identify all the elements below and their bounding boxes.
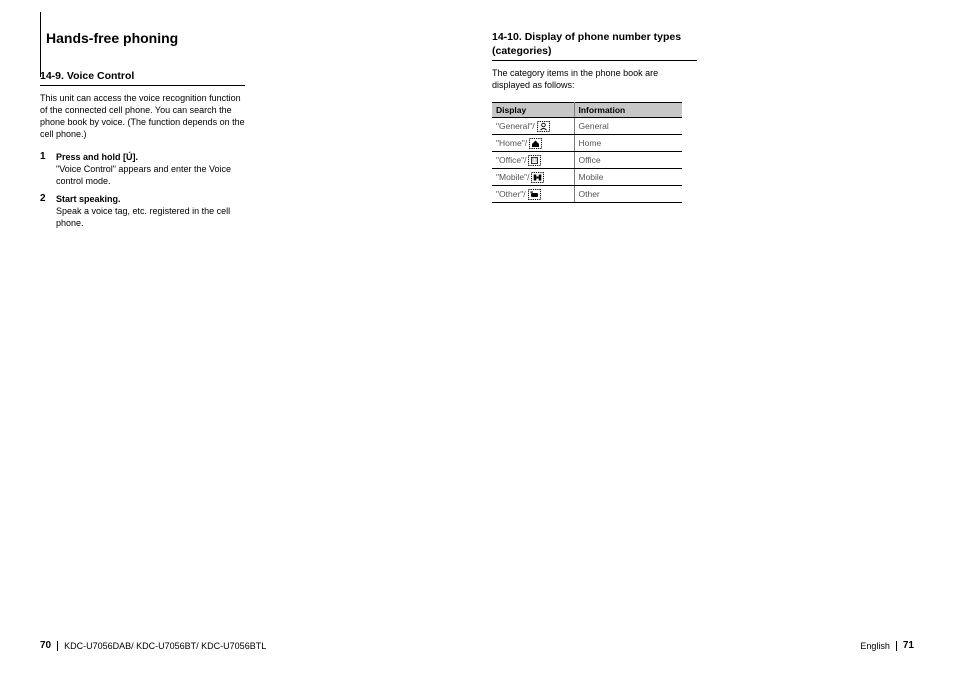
display-label: "Other"/: [496, 190, 526, 199]
col-header-display: Display: [492, 102, 574, 117]
table-row: "Mobile"/ Mobile: [492, 168, 682, 185]
section-intro: The category items in the phone book are…: [492, 67, 697, 91]
display-label: "Home"/: [496, 139, 527, 148]
cell-info: Other: [574, 185, 682, 202]
section-14-9: 14-9. Voice Control This unit can access…: [40, 69, 245, 230]
cell-info: Office: [574, 151, 682, 168]
footer-left: 70 KDC-U7056DAB/ KDC-U7056BT/ KDC-U7056B…: [40, 640, 266, 651]
step-number: 2: [40, 193, 50, 229]
footer-models: KDC-U7056DAB/ KDC-U7056BT/ KDC-U7056BTL: [64, 641, 266, 651]
display-label: "Office"/: [496, 156, 526, 165]
step-heading: Press and hold [Ú].: [56, 151, 245, 163]
page-number-right: 71: [903, 640, 914, 651]
page-spread: Hands-free phoning 14-9. Voice Control T…: [40, 30, 914, 600]
table-row: "General"/ General: [492, 117, 682, 134]
table-row: "Home"/ Home: [492, 134, 682, 151]
category-table: Display Information "General"/ General"H…: [492, 102, 682, 203]
footer-right: English 71: [860, 640, 914, 651]
page-footers: 70 KDC-U7056DAB/ KDC-U7056BT/ KDC-U7056B…: [40, 640, 914, 651]
section-title: 14-10. Display of phone number types (ca…: [492, 30, 697, 58]
left-column: Hands-free phoning 14-9. Voice Control T…: [40, 30, 462, 600]
page-title: Hands-free phoning: [46, 30, 462, 47]
step-item: 2 Start speaking. Speak a voice tag, etc…: [40, 193, 245, 229]
home-icon: [529, 138, 542, 149]
cell-info: Home: [574, 134, 682, 151]
step-text: "Voice Control" appears and enter the Vo…: [56, 163, 245, 187]
general-icon: [537, 121, 550, 132]
section-rule: [492, 60, 697, 61]
title-vertical-rule: [40, 12, 41, 77]
step-item: 1 Press and hold [Ú]. "Voice Control" ap…: [40, 151, 245, 187]
step-heading: Start speaking.: [56, 193, 245, 205]
table-header-row: Display Information: [492, 102, 682, 117]
mobile-icon: [531, 172, 544, 183]
right-column: 14-10. Display of phone number types (ca…: [492, 30, 914, 600]
step-text: Speak a voice tag, etc. registered in th…: [56, 205, 245, 229]
office-icon: [528, 155, 541, 166]
display-label: "Mobile"/: [496, 173, 529, 182]
cell-display: "General"/: [492, 117, 574, 134]
section-rule: [40, 85, 245, 86]
step-number: 1: [40, 151, 50, 187]
steps-list: 1 Press and hold [Ú]. "Voice Control" ap…: [40, 151, 245, 230]
other-icon: [528, 189, 541, 200]
footer-lang: English: [860, 641, 890, 651]
section-intro: This unit can access the voice recogniti…: [40, 92, 245, 141]
display-label: "General"/: [496, 122, 535, 131]
section-title: 14-9. Voice Control: [40, 69, 245, 83]
cell-info: Mobile: [574, 168, 682, 185]
cell-display: "Other"/: [492, 185, 574, 202]
page-number-left: 70: [40, 640, 51, 651]
cell-display: "Mobile"/: [492, 168, 574, 185]
cell-display: "Office"/: [492, 151, 574, 168]
cell-display: "Home"/: [492, 134, 574, 151]
table-row: "Other"/ Other: [492, 185, 682, 202]
table-row: "Office"/ Office: [492, 151, 682, 168]
footer-divider: [57, 641, 58, 651]
cell-info: General: [574, 117, 682, 134]
footer-divider: [896, 641, 897, 651]
section-14-10: 14-10. Display of phone number types (ca…: [492, 30, 697, 203]
col-header-info: Information: [574, 102, 682, 117]
